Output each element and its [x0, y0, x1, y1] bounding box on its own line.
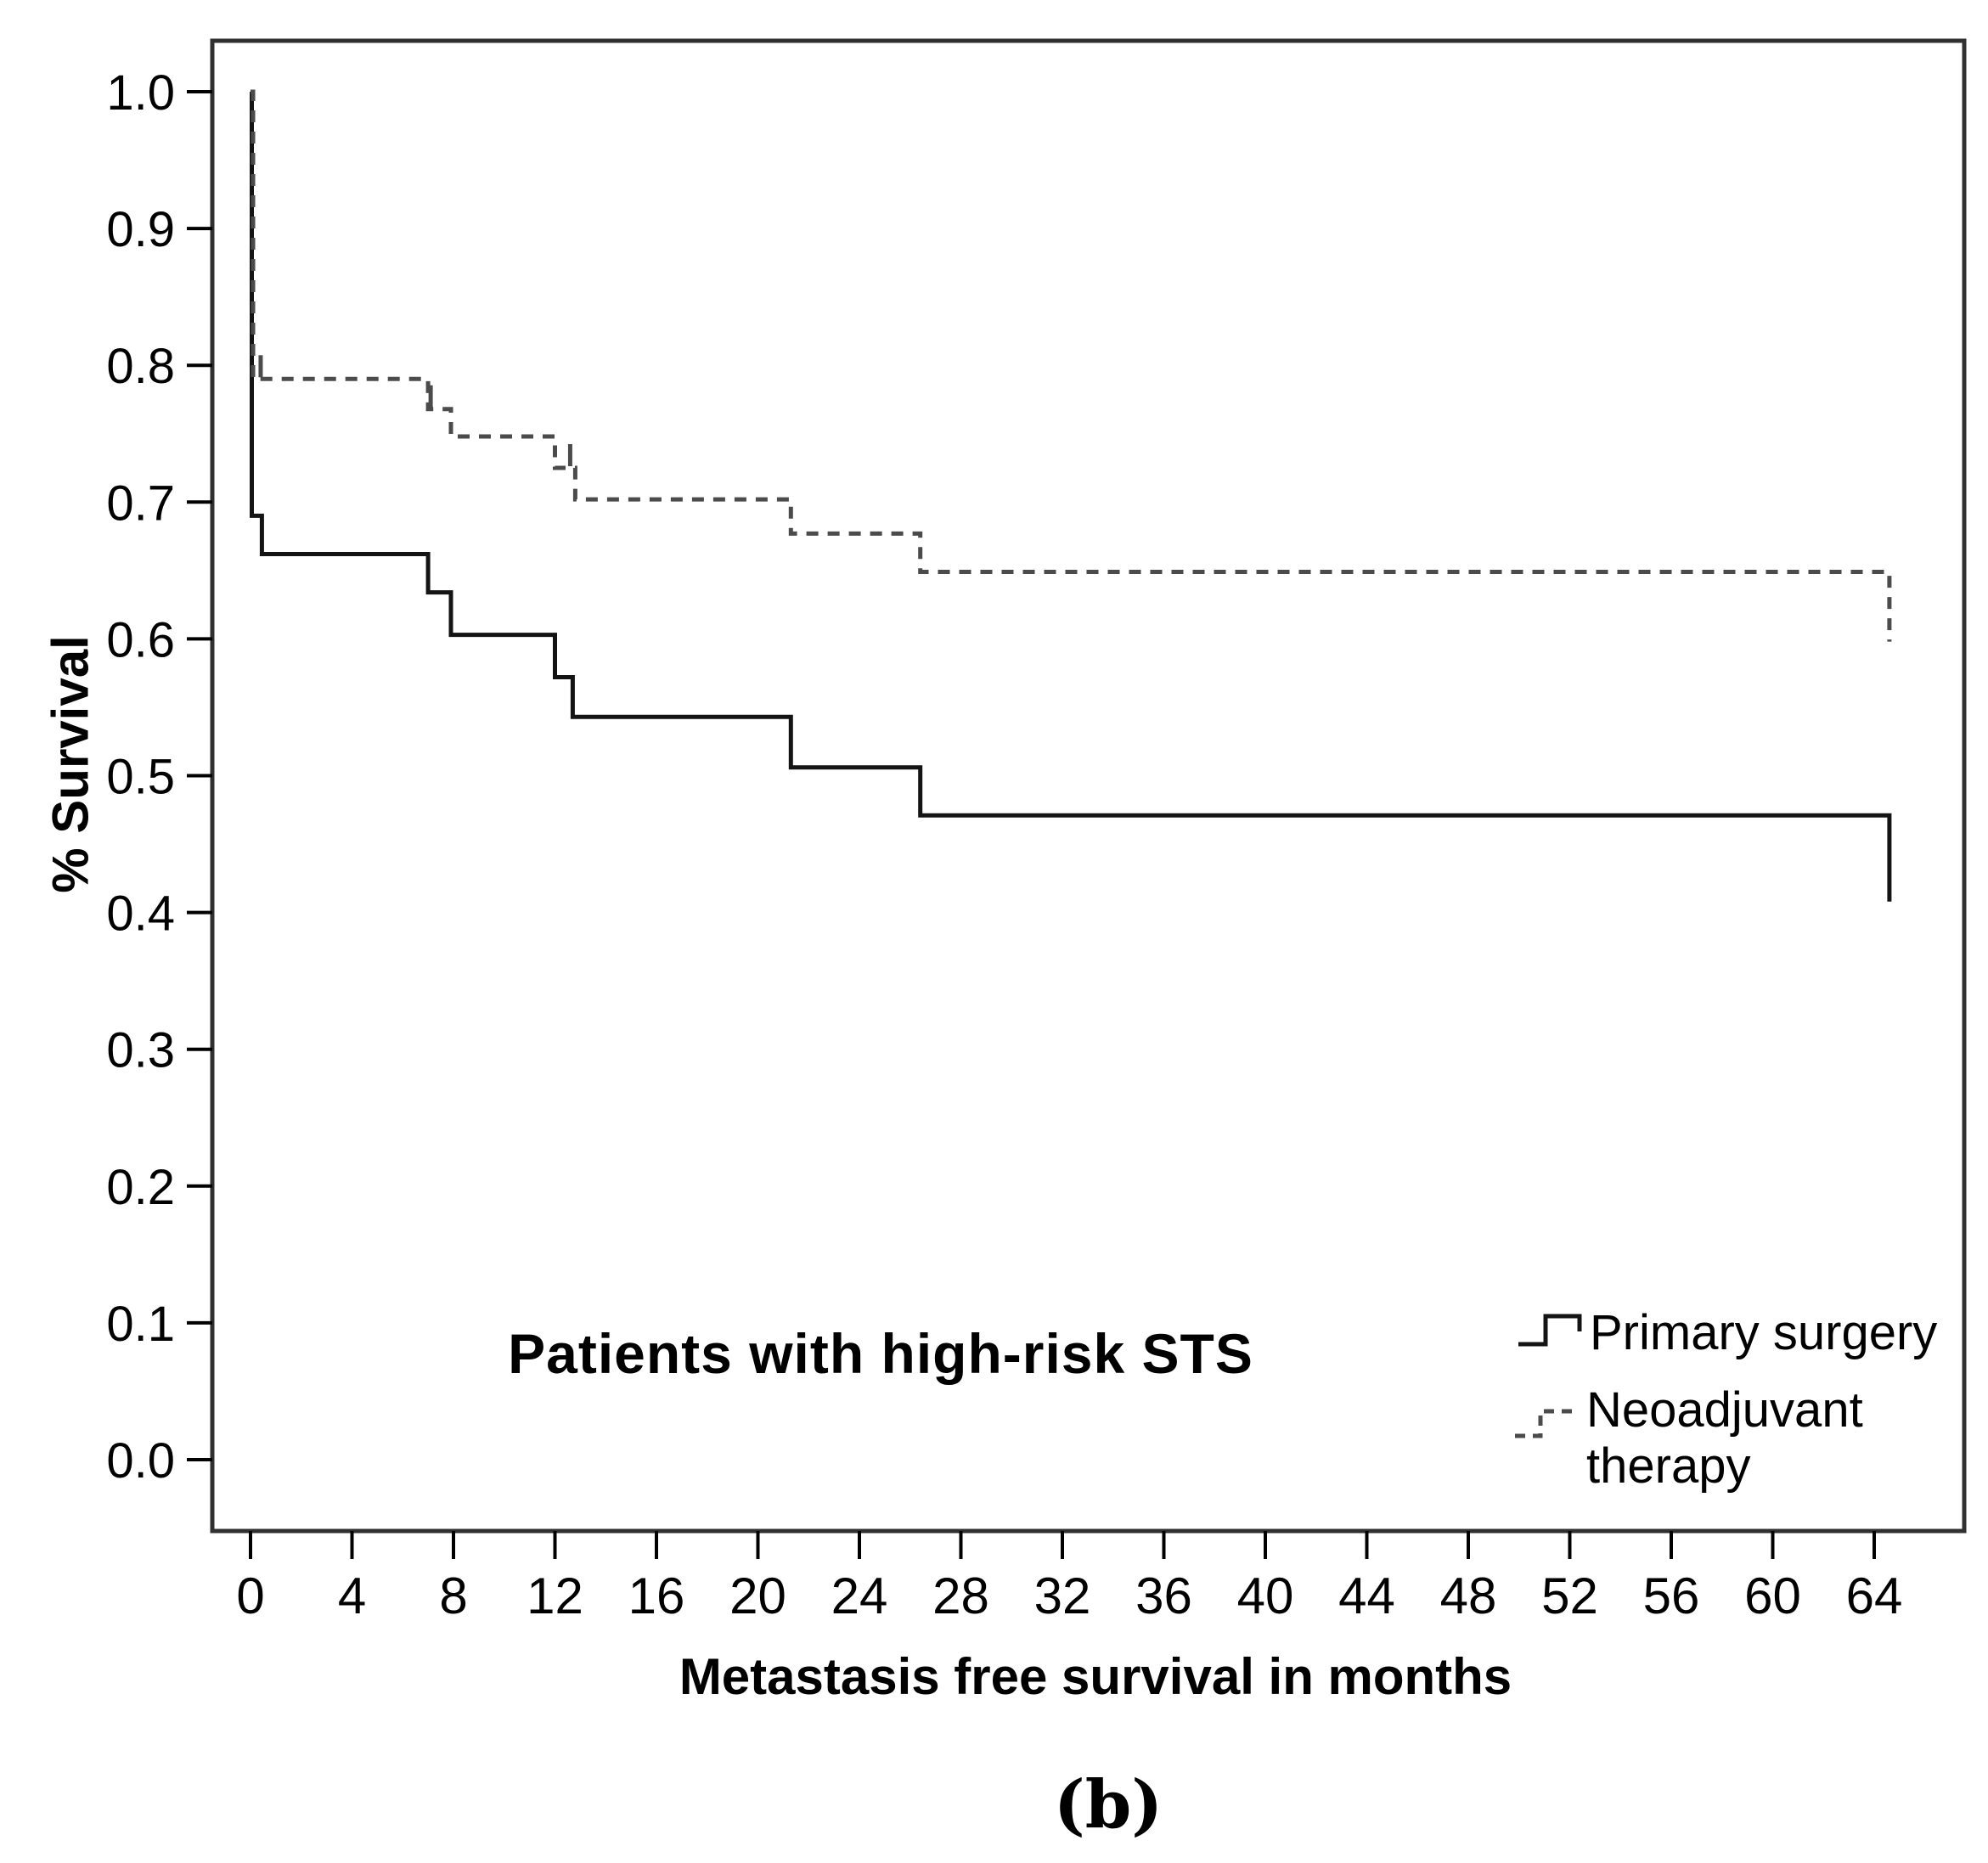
legend-label-primary-surgery: Primary surgery — [1590, 1305, 1938, 1360]
x-tick-label-16: 16 — [628, 1568, 685, 1624]
y-tick-label-0.2: 0.2 — [106, 1160, 175, 1215]
y-tick-label-0.7: 0.7 — [106, 476, 175, 531]
x-tick-label-56: 56 — [1643, 1568, 1700, 1624]
x-tick-label-52: 52 — [1541, 1568, 1598, 1624]
x-axis-title: Metastasis free survival in months — [679, 1648, 1512, 1705]
x-tick-label-4: 4 — [338, 1568, 366, 1624]
x-tick-label-28: 28 — [932, 1568, 989, 1624]
legend-label-neoadjuvant-line1: Neoadjuvant — [1586, 1382, 1863, 1438]
y-axis-title: % Survival — [42, 635, 99, 893]
y-tick-label-1.0: 1.0 — [106, 65, 175, 121]
curve-primary-surgery — [250, 89, 1892, 902]
curve-neoadjuvant-therapy — [251, 89, 1892, 642]
x-tick-label-20: 20 — [729, 1568, 786, 1624]
x-tick-label-0: 0 — [236, 1568, 264, 1624]
legend-swatch-primary-surgery-icon — [1518, 1314, 1582, 1347]
y-tick-label-0.5: 0.5 — [106, 750, 175, 805]
y-tick-label-0.0: 0.0 — [106, 1433, 175, 1489]
y-tick-label-0.1: 0.1 — [106, 1297, 175, 1352]
y-tick-label-0.4: 0.4 — [106, 886, 175, 942]
y-tick-label-0.8: 0.8 — [106, 339, 175, 394]
x-tick-label-40: 40 — [1237, 1568, 1294, 1624]
y-tick-label-0.6: 0.6 — [106, 612, 175, 667]
legend-swatch-neoadjuvant-therapy-icon — [1515, 1409, 1576, 1438]
x-tick-label-44: 44 — [1338, 1568, 1395, 1624]
x-tick-label-48: 48 — [1440, 1568, 1497, 1624]
legend-label-neoadjuvant-line2: therapy — [1586, 1438, 1751, 1494]
figure-caption: (b) — [1053, 1766, 1163, 1843]
x-tick-label-12: 12 — [527, 1568, 583, 1624]
x-tick-label-24: 24 — [831, 1568, 888, 1624]
y-tick-label-0.3: 0.3 — [106, 1023, 175, 1078]
x-tick-label-8: 8 — [439, 1568, 467, 1624]
x-tick-label-60: 60 — [1744, 1568, 1801, 1624]
y-tick-label-0.9: 0.9 — [106, 202, 175, 257]
plot-border — [210, 38, 1967, 1534]
x-tick-label-64: 64 — [1846, 1568, 1903, 1624]
x-tick-label-32: 32 — [1034, 1568, 1091, 1624]
legend-label-neoadjuvant-therapy: Neoadjuvant therapy — [1586, 1382, 1863, 1494]
x-tick-label-36: 36 — [1135, 1568, 1192, 1624]
plot-annotation-title: Patients with high-risk STS — [508, 1322, 1253, 1385]
